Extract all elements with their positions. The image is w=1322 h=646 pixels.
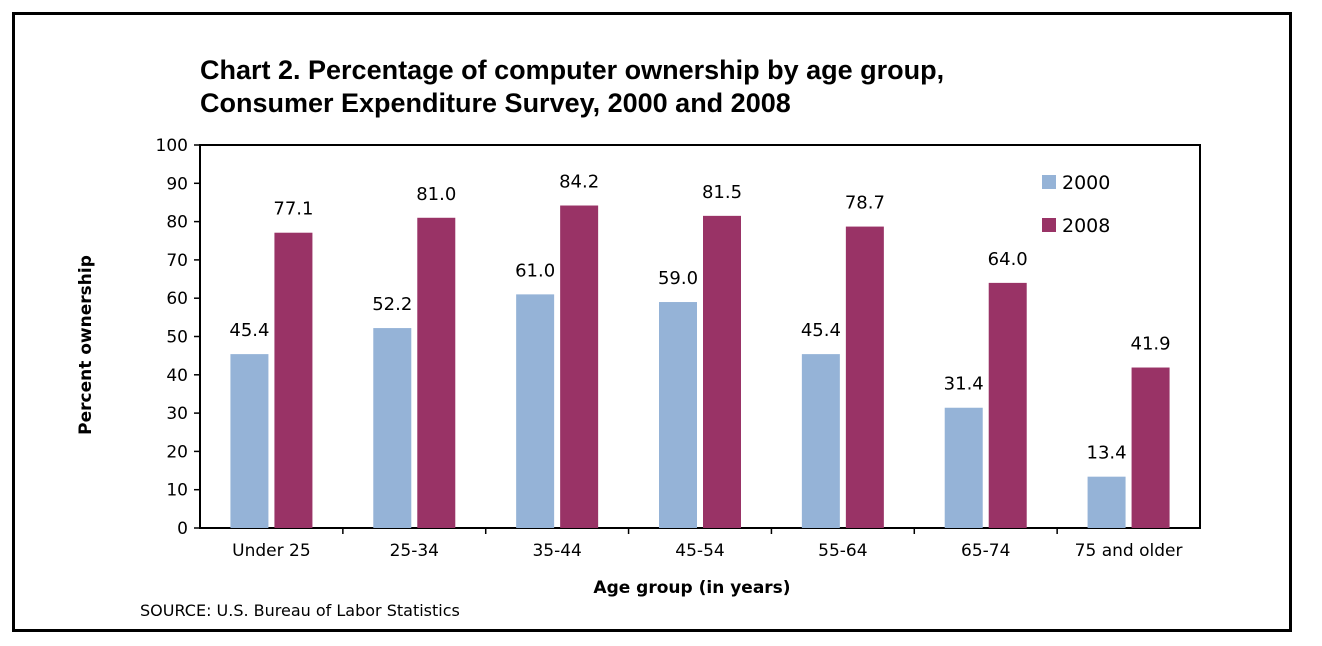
legend-label-2008: 2008 [1062,215,1110,237]
chart-frame: Chart 2. Percentage of computer ownershi… [12,12,1292,632]
data-label-2008: 41.9 [1131,334,1171,355]
bar-2008 [1131,367,1170,528]
legend-swatch-2000 [1042,175,1056,189]
source-note: SOURCE: U.S. Bureau of Labor Statistics [140,601,460,620]
x-tick-label: 35-44 [532,541,581,561]
data-label-2008: 78.7 [845,193,885,214]
y-tick-label: 30 [166,404,188,424]
bar-2008 [988,282,1027,528]
x-tick-label: 45-54 [675,541,724,561]
data-label-2000: 59.0 [658,268,698,289]
data-label-2008: 81.5 [702,182,742,203]
chart-title-line-2: Consumer Expenditure Survey, 2000 and 20… [200,88,791,118]
data-label-2008: 77.1 [273,199,313,220]
y-axis-title: Percent ownership [76,255,96,435]
y-tick-label: 0 [177,519,188,539]
bar-2000 [1087,476,1126,528]
bar-2008 [845,226,884,529]
y-tick-label: 100 [156,136,188,156]
data-label-2008: 64.0 [988,249,1028,270]
bar-2000 [944,407,983,528]
data-label-2000: 45.4 [801,320,841,341]
bar-2008 [417,217,456,528]
data-label-2000: 61.0 [515,260,555,281]
bar-2000 [230,354,269,528]
y-tick-label: 80 [166,213,188,233]
x-tick-label: 65-74 [961,541,1010,561]
bar-2000 [659,302,697,528]
bar-2000 [801,354,840,528]
x-tick-label: 75 and older [1075,541,1183,561]
data-label-2000: 45.4 [229,320,269,341]
bar-2008 [274,232,313,528]
chart-title-line-1: Chart 2. Percentage of computer ownershi… [200,55,944,85]
legend-swatch-2008 [1042,218,1056,232]
data-label-2000: 13.4 [1087,443,1127,464]
legend-label-2000: 2000 [1062,172,1110,194]
x-axis-title: Age group (in years) [593,578,790,598]
y-tick-label: 50 [166,328,188,348]
bar-2000 [373,328,412,528]
y-tick-label: 70 [166,251,188,271]
x-tick-label: 25-34 [390,541,439,561]
plot-area: 0 10 20 30 40 50 60 70 80 90 100 Under 25 45.4 77.1 25… [156,136,1201,561]
data-label-2008: 84.2 [559,172,599,193]
y-tick-label: 90 [166,174,188,194]
data-label-2000: 52.2 [372,294,412,315]
y-tick-label: 20 [166,442,188,462]
y-tick-label: 10 [166,481,188,501]
data-label-2008: 81.0 [416,184,456,205]
data-label-2000: 31.4 [944,374,984,395]
bar-2008 [703,215,741,529]
x-tick-label: Under 25 [232,541,311,561]
chart-canvas: Chart 2. Percentage of computer ownershi… [76,55,1201,620]
plot-border [199,144,1201,529]
y-tick-label: 60 [166,289,188,309]
bar-2008 [560,205,599,529]
y-tick-label: 40 [166,366,188,386]
bar-2000 [516,294,555,528]
x-tick-label: 55-64 [818,541,867,561]
